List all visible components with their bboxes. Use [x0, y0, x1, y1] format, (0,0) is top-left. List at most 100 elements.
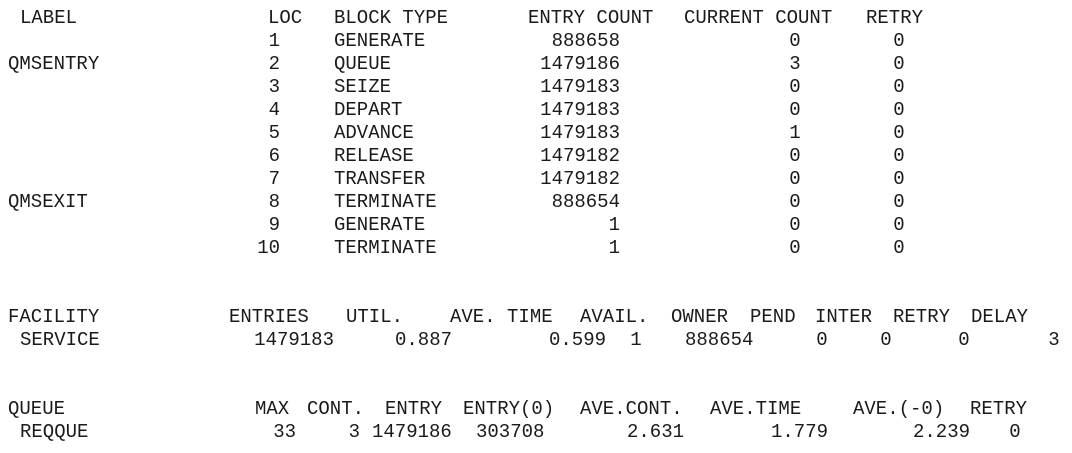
block-type: GENERATE — [334, 30, 426, 52]
facility-pend: 0 — [816, 329, 828, 351]
header-retry: RETRY — [970, 398, 1028, 420]
block-current-count: 0 — [789, 214, 801, 236]
block-label: QMSENTRY — [8, 53, 100, 75]
block-entry-count: 1479183 — [540, 99, 620, 121]
block-type: RELEASE — [334, 145, 414, 167]
block-entry-count: 888658 — [551, 30, 620, 52]
facility-util: 0.887 — [394, 329, 452, 351]
block-loc: 1 — [268, 30, 280, 52]
header-label: LABEL — [20, 7, 78, 29]
header-queue: QUEUE — [8, 398, 66, 420]
block-retry: 0 — [893, 191, 905, 213]
facility-row: SERVICE 1479183 0.887 0.599 1 888654 0 0… — [0, 329, 1072, 352]
block-loc: 10 — [257, 237, 280, 259]
header-loc: LOC — [268, 7, 303, 29]
block-row: QMSEXIT 8 TERMINATE 888654 0 0 — [0, 191, 1072, 214]
block-loc: 8 — [268, 191, 280, 213]
queue-entry: 1479186 — [372, 421, 452, 443]
facility-owner: 888654 — [685, 329, 754, 351]
block-retry: 0 — [893, 30, 905, 52]
block-row: QMSENTRY 2 QUEUE 1479186 3 0 — [0, 53, 1072, 76]
block-row: 7 TRANSFER 1479182 0 0 — [0, 168, 1072, 191]
queue-ave-cont: 2.631 — [626, 421, 684, 443]
block-label: QMSEXIT — [8, 191, 88, 213]
block-retry: 0 — [893, 145, 905, 167]
block-retry: 0 — [893, 76, 905, 98]
block-current-count: 0 — [789, 145, 801, 167]
block-row: 9 GENERATE 1 0 0 — [0, 214, 1072, 237]
facility-delay: 3 — [1048, 329, 1060, 351]
block-loc: 6 — [268, 145, 280, 167]
queue-ave-time: 1.779 — [770, 421, 828, 443]
queue-name: REQQUE — [20, 421, 89, 443]
header-max: MAX — [255, 398, 290, 420]
header-entry-count: ENTRY COUNT — [528, 7, 654, 29]
header-cont: CONT. — [307, 398, 365, 420]
header-entry0: ENTRY(0) — [463, 398, 555, 420]
queue-entry0: 303708 — [476, 421, 545, 443]
facility-avail: 1 — [630, 329, 642, 351]
block-row: 10 TERMINATE 1 0 0 — [0, 237, 1072, 260]
block-entry-count: 1479186 — [540, 53, 620, 75]
queue-max: 33 — [273, 421, 296, 443]
block-retry: 0 — [893, 237, 905, 259]
block-type: GENERATE — [334, 214, 426, 236]
block-entry-count: 1 — [608, 237, 620, 259]
block-row: 3 SEIZE 1479183 0 0 — [0, 76, 1072, 99]
header-block-type: BLOCK TYPE — [334, 7, 449, 29]
queue-row: REQQUE 33 3 1479186 303708 2.631 1.779 2… — [0, 421, 1072, 444]
block-type: QUEUE — [334, 53, 392, 75]
block-row: 4 DEPART 1479183 0 0 — [0, 99, 1072, 122]
block-current-count: 3 — [789, 53, 801, 75]
block-loc: 5 — [268, 122, 280, 144]
header-retry: RETRY — [893, 306, 951, 328]
block-type: ADVANCE — [334, 122, 414, 144]
blocks-header-row: LABEL LOC BLOCK TYPE ENTRY COUNT CURRENT… — [0, 7, 1072, 30]
header-delay: DELAY — [971, 306, 1029, 328]
block-retry: 0 — [893, 99, 905, 121]
header-retry: RETRY — [866, 7, 924, 29]
block-current-count: 0 — [789, 76, 801, 98]
block-entry-count: 1479183 — [540, 76, 620, 98]
facility-header-row: FACILITY ENTRIES UTIL. AVE. TIME AVAIL. … — [0, 306, 1072, 329]
block-current-count: 1 — [789, 122, 801, 144]
header-pend: PEND — [750, 306, 796, 328]
queue-retry: 0 — [1009, 421, 1021, 443]
block-entry-count: 1479183 — [540, 122, 620, 144]
block-entry-count: 888654 — [551, 191, 620, 213]
block-loc: 3 — [268, 76, 280, 98]
header-ave-cont: AVE.CONT. — [580, 398, 683, 420]
block-type: DEPART — [334, 99, 403, 121]
facility-entries: 1479183 — [254, 329, 334, 351]
facility-inter: 0 — [880, 329, 892, 351]
block-row: 1 GENERATE 888658 0 0 — [0, 30, 1072, 53]
block-type: TRANSFER — [334, 168, 426, 190]
header-ave-time: AVE.TIME — [710, 398, 802, 420]
queue-cont: 3 — [348, 421, 360, 443]
block-entry-count: 1479182 — [540, 168, 620, 190]
header-facility: FACILITY — [8, 306, 100, 328]
facility-retry: 0 — [958, 329, 970, 351]
block-row: 6 RELEASE 1479182 0 0 — [0, 145, 1072, 168]
queue-header-row: QUEUE MAX CONT. ENTRY ENTRY(0) AVE.CONT.… — [0, 398, 1072, 421]
block-type: TERMINATE — [334, 191, 437, 213]
block-current-count: 0 — [789, 237, 801, 259]
header-inter: INTER — [815, 306, 873, 328]
header-entry: ENTRY — [385, 398, 443, 420]
header-owner: OWNER — [671, 306, 729, 328]
header-current-count: CURRENT COUNT — [684, 7, 833, 29]
header-avail: AVAIL. — [580, 306, 649, 328]
block-loc: 7 — [268, 168, 280, 190]
block-current-count: 0 — [789, 168, 801, 190]
facility-name: SERVICE — [20, 329, 100, 351]
block-row: 5 ADVANCE 1479183 1 0 — [0, 122, 1072, 145]
block-loc: 4 — [268, 99, 280, 121]
facility-ave-time: 0.599 — [548, 329, 606, 351]
block-type: TERMINATE — [334, 237, 437, 259]
block-entry-count: 1479182 — [540, 145, 620, 167]
block-current-count: 0 — [789, 99, 801, 121]
block-current-count: 0 — [789, 191, 801, 213]
block-retry: 0 — [893, 168, 905, 190]
block-type: SEIZE — [334, 76, 392, 98]
